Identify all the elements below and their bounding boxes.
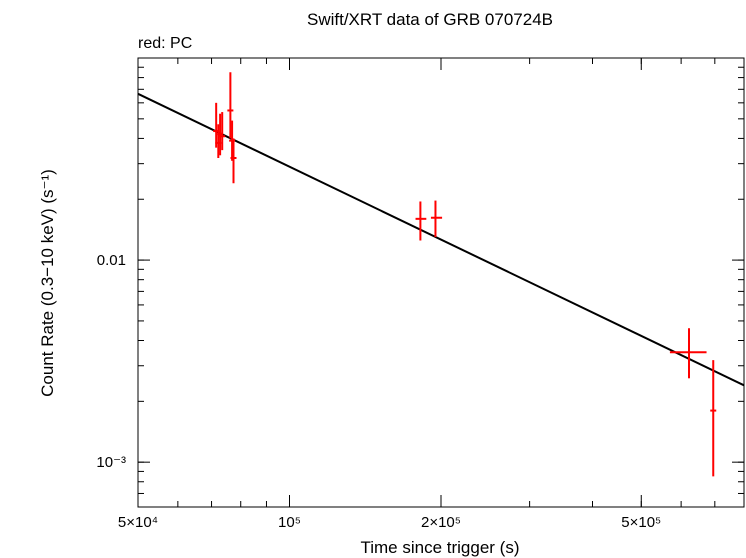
y-axis-label: Count Rate (0.3−10 keV) (s⁻¹) <box>38 169 57 397</box>
chart-title: Swift/XRT data of GRB 070724B <box>307 10 553 29</box>
data-point <box>669 328 707 379</box>
data-point <box>230 138 237 184</box>
y-tick-label: 10⁻³ <box>96 454 126 471</box>
mode-note: red: PC <box>138 35 192 52</box>
x-tick-label: 5×10⁴ <box>118 514 158 531</box>
axes: 5×10⁴ 10⁵ 2×10⁵ 5×10⁵ 0.01 10⁻³ <box>96 58 744 531</box>
data-point <box>227 72 234 139</box>
model-line <box>137 92 745 387</box>
plot-frame <box>137 57 745 508</box>
data-point <box>219 112 226 151</box>
x-axis-label: Time since trigger (s) <box>360 538 519 557</box>
data-point <box>415 201 427 241</box>
model-fit-line <box>137 92 745 387</box>
data-point <box>430 200 443 238</box>
data-series <box>213 72 717 477</box>
x-tick-label: 5×10⁵ <box>621 514 661 531</box>
data-point <box>710 360 717 477</box>
y-tick-label: 0.01 <box>97 252 126 269</box>
x-tick-label: 2×10⁵ <box>421 514 461 531</box>
x-tick-label: 10⁵ <box>278 514 301 531</box>
